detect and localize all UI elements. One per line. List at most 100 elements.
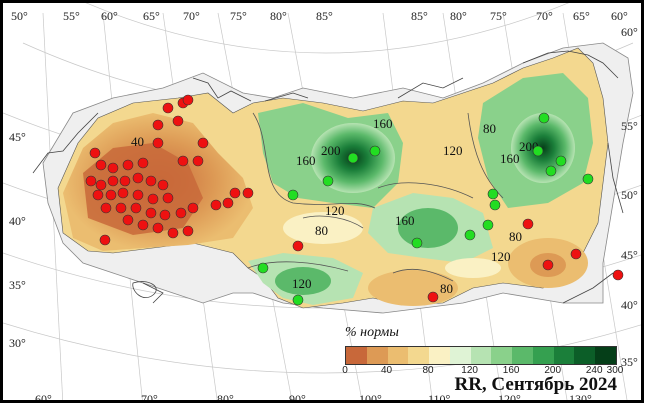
legend-swatch: [553, 347, 575, 364]
station-wet-marker: [482, 219, 494, 231]
station-dry-marker: [85, 175, 97, 187]
lon-label-bottom: 70°: [141, 392, 158, 403]
station-dry-marker: [95, 159, 107, 171]
lat-label-right: 45°: [621, 248, 638, 262]
legend-color-bar: [345, 346, 617, 365]
station-dry-marker: [177, 155, 189, 167]
station-dry-marker: [122, 214, 134, 226]
lon-label-top: 75°: [490, 9, 507, 23]
station-dry-marker: [612, 269, 624, 281]
station-dry-marker: [100, 202, 112, 214]
station-dry-marker: [157, 179, 169, 191]
lon-label-top: 80°: [450, 9, 467, 23]
legend-tick-label: 120: [461, 365, 478, 376]
lon-label-top: 85°: [411, 9, 428, 23]
coord-labels: 50° 55° 60° 65° 70° 75° 80° 85° 85° 80° …: [9, 9, 638, 403]
isoline-label: 120: [443, 143, 463, 158]
legend-swatch: [346, 347, 367, 364]
legend-tick-label: 240: [585, 365, 603, 376]
legend-tick-label: 300: [606, 365, 624, 376]
station-dry-marker: [92, 189, 104, 201]
lat-label-left: 45°: [9, 130, 26, 144]
isoline-label: 40: [131, 134, 144, 149]
isoline-label: 120: [491, 249, 511, 264]
field-wet-central-core: [398, 208, 458, 248]
lon-label-bottom: 130°: [569, 392, 592, 403]
legend-swatch: [449, 347, 471, 364]
isoline-label: 120: [292, 276, 312, 291]
field-wet-south-core: [275, 267, 331, 295]
legend-tick-label: 0: [342, 365, 348, 376]
station-dry-marker: [182, 94, 194, 106]
lon-label-bottom: 110°: [428, 392, 451, 403]
station-wet-marker: [538, 112, 550, 124]
isoline-label: 160: [500, 151, 520, 166]
lat-label-right: 55°: [621, 119, 638, 133]
station-dry-marker: [107, 162, 119, 174]
station-dry-marker: [162, 102, 174, 114]
isoline-label: 200: [321, 143, 341, 158]
station-dry-marker: [145, 207, 157, 219]
station-wet-marker: [489, 199, 501, 211]
station-dry-marker: [147, 193, 159, 205]
legend-swatch: [574, 347, 596, 364]
station-dry-marker: [152, 119, 164, 131]
map-title: RR, Сентябрь 2024: [454, 374, 617, 395]
station-wet-marker: [545, 165, 557, 177]
lat-label-left: 40°: [9, 214, 26, 228]
legend-tick-label: 80: [422, 365, 434, 376]
station-dry-marker: [152, 222, 164, 234]
field-pale-2: [445, 258, 501, 278]
legend-swatch: [512, 347, 533, 364]
station-dry-marker: [187, 202, 199, 214]
station-dry-marker: [222, 197, 234, 209]
station-dry-marker: [162, 192, 174, 204]
station-dry-marker: [117, 187, 129, 199]
lon-label-top: 65°: [143, 9, 160, 23]
lat-label-left: 30°: [9, 336, 26, 350]
station-dry-marker: [107, 175, 119, 187]
legend-ticks: 0 40 80 120 160 200 240 300: [342, 365, 623, 379]
station-dry-marker: [132, 172, 144, 184]
legend-swatch: [491, 347, 513, 364]
station-dry-marker: [119, 175, 131, 187]
isoline-label: 80: [509, 229, 522, 244]
station-dry-marker: [115, 202, 127, 214]
station-dry-marker: [122, 159, 134, 171]
station-dry-marker: [145, 175, 157, 187]
legend-swatch: [470, 347, 492, 364]
isoline-label: 80: [315, 223, 328, 238]
legend-title: % нормы: [345, 325, 399, 340]
station-dry-marker: [95, 179, 107, 191]
lon-label-bottom: 80°: [217, 392, 234, 403]
station-dry-marker: [229, 187, 241, 199]
stations: [85, 94, 624, 306]
lon-label-top: 60°: [611, 9, 628, 23]
isoline-label: 80: [440, 281, 453, 296]
lat-label-right: 40°: [621, 298, 638, 312]
station-dry-marker: [172, 115, 184, 127]
legend-swatch: [366, 347, 388, 364]
lon-label-bottom: 100°: [359, 392, 382, 403]
isoline-label: 160: [395, 213, 415, 228]
lon-label-bottom: 60°: [35, 392, 52, 403]
lon-label-top: 75°: [230, 9, 247, 23]
legend-tick-label: 40: [380, 365, 393, 376]
station-wet-marker: [369, 145, 381, 157]
coastlines: [32, 50, 624, 304]
station-dry-marker: [427, 291, 439, 303]
station-wet-marker: [487, 188, 499, 200]
lon-label-top: 85°: [316, 9, 333, 23]
isoline-labels: 40 160 200 160 120 80 160 120 120 80 80 …: [131, 116, 539, 296]
lat-label-right: 60°: [621, 25, 638, 39]
lon-label-top: 70°: [183, 9, 200, 23]
precipitation-map: 40 160 200 160 120 80 160 120 120 80 80 …: [3, 3, 641, 403]
lon-label-top: 55°: [63, 9, 80, 23]
station-dry-marker: [197, 137, 209, 149]
station-wet-marker: [532, 145, 544, 157]
station-wet-marker: [582, 173, 594, 185]
station-wet-marker: [257, 262, 269, 274]
lon-label-top: 60°: [101, 9, 118, 23]
station-wet-marker: [287, 189, 299, 201]
station-wet-marker: [347, 152, 359, 164]
